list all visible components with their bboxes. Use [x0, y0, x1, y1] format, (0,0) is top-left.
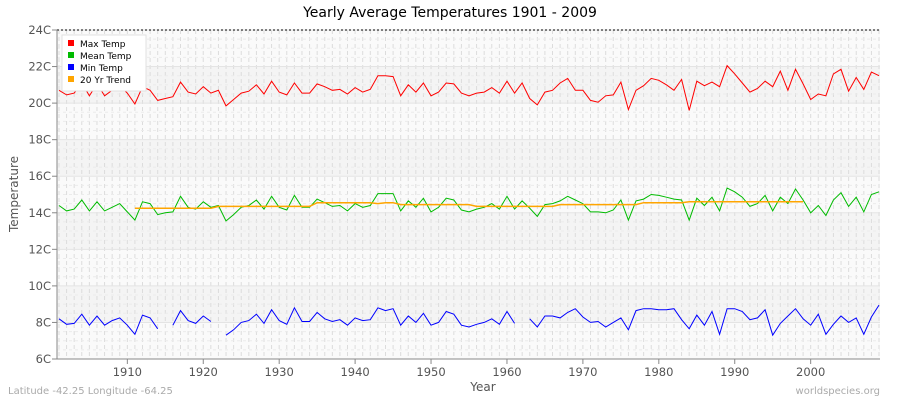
legend-box	[61, 34, 147, 92]
axes: 6C 8C 10C 12C 14C 16C 18C 20C 22C 24C 1910 1920 1930…	[28, 23, 880, 379]
x-tick-label: 1990	[720, 365, 749, 379]
x-tick-label: 1980	[644, 365, 673, 379]
min-temp-line	[58, 313, 159, 336]
x-axis-label: Year	[469, 380, 495, 394]
x-tick-label: 1920	[189, 365, 218, 379]
y-tick-label: 14C	[28, 206, 51, 220]
legend-swatch	[68, 64, 74, 70]
legend-swatch	[68, 52, 74, 58]
legend: Max Temp Mean Temp Min Temp 20 Yr Trend	[61, 34, 147, 92]
y-tick-label: 22C	[28, 60, 51, 74]
y-tick-label: 8C	[36, 315, 51, 329]
x-tick-label: 1940	[340, 365, 369, 379]
chart-title: Yearly Average Temperatures 1901 - 2009	[302, 5, 597, 21]
x-tick-label: 1950	[416, 365, 445, 379]
legend-entry: Mean Temp	[80, 52, 132, 62]
series-lines	[58, 64, 880, 337]
source-label: worldspecies.org	[796, 386, 880, 397]
x-tick-label: 1930	[265, 365, 294, 379]
x-tick-label: 2000	[796, 365, 825, 379]
max-temp-line	[58, 64, 880, 112]
mean-temp-line	[58, 187, 880, 222]
legend-entry: Min Temp	[80, 64, 123, 74]
legend-entry: Max Temp	[80, 40, 126, 50]
min-temp-line	[225, 306, 516, 336]
legend-swatch	[68, 76, 74, 82]
y-tick-label: 16C	[28, 169, 51, 183]
y-tick-label: 6C	[36, 352, 51, 366]
legend-entry: 20 Yr Trend	[80, 76, 131, 86]
min-temp-line	[172, 309, 212, 326]
y-axis-label: Temperature	[7, 156, 21, 233]
y-tick-label: 12C	[28, 242, 51, 256]
gridlines	[57, 29, 880, 360]
legend-swatch	[68, 40, 74, 46]
y-tick-label: 24C	[28, 23, 51, 37]
x-tick-label: 1960	[492, 365, 521, 379]
y-tick-label: 18C	[28, 133, 51, 147]
y-tick-label: 10C	[28, 279, 51, 293]
x-tick-label: 1910	[113, 365, 142, 379]
20-yr-trend-line	[134, 201, 804, 209]
x-tick-label: 1970	[568, 365, 597, 379]
min-temp-line	[529, 304, 880, 337]
y-tick-label: 20C	[28, 96, 51, 110]
location-label: Latitude -42.25 Longitude -64.25	[8, 386, 173, 397]
